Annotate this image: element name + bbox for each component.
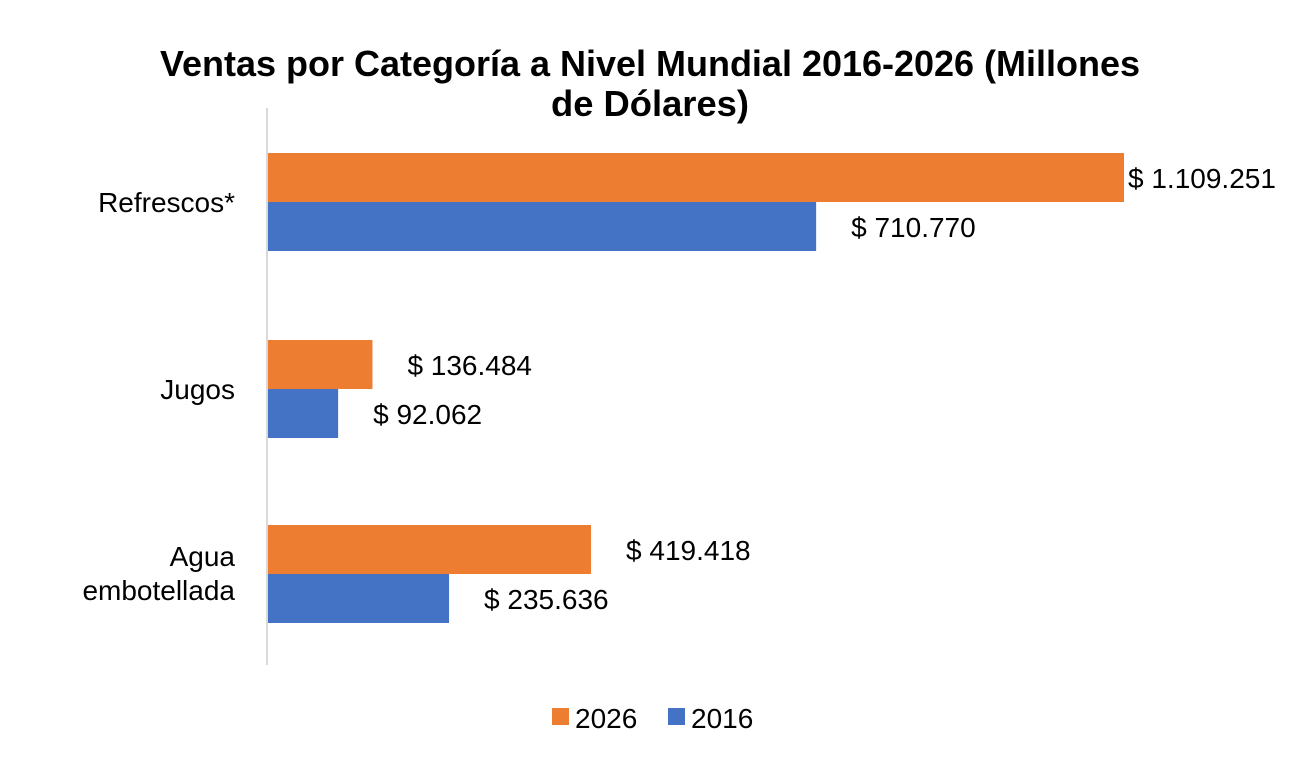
bar-2016-1 bbox=[267, 389, 339, 438]
legend-swatch-2026 bbox=[552, 708, 569, 725]
bar-2016-0 bbox=[267, 202, 817, 251]
legend-swatch-2016 bbox=[668, 708, 685, 725]
bar-2026-2 bbox=[267, 525, 592, 574]
bar-2026-0 bbox=[267, 153, 1124, 202]
data-label: $ 235.636 bbox=[484, 584, 609, 615]
data-label: $ 92.062 bbox=[373, 399, 482, 430]
chart-title-line-2: de Dólares) bbox=[551, 83, 749, 124]
category-label: Agua bbox=[170, 541, 236, 572]
data-label: $ 419.418 bbox=[626, 535, 751, 566]
data-label: $ 1.109.251 bbox=[1128, 163, 1276, 194]
bar-2016-2 bbox=[267, 574, 450, 623]
data-label: $ 710.770 bbox=[851, 212, 976, 243]
category-label: Refrescos* bbox=[98, 187, 235, 218]
category-label: Jugos bbox=[160, 374, 235, 405]
legend-label: 2026 bbox=[575, 703, 637, 734]
bar-2026-1 bbox=[267, 340, 373, 389]
chart-title-line-1: Ventas por Categoría a Nivel Mundial 201… bbox=[160, 43, 1140, 84]
category-label: embotellada bbox=[82, 575, 235, 606]
data-label: $ 136.484 bbox=[407, 350, 532, 381]
legend: 2026 2016 bbox=[552, 703, 753, 734]
legend-label: 2016 bbox=[691, 703, 753, 734]
